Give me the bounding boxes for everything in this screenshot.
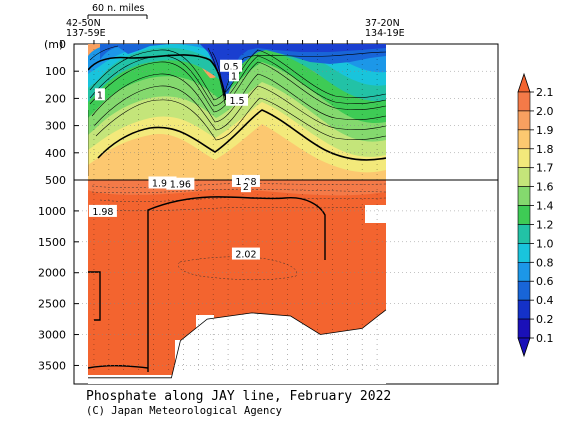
colorbar-label: 0.1: [536, 332, 554, 345]
colorbar-label: 0.2: [536, 313, 554, 326]
y-axis-unit-label: (m): [44, 38, 63, 51]
contour-label-bg: [220, 59, 243, 72]
credit-text: (C) Japan Meteorological Agency: [86, 405, 282, 417]
contour-label-bg: [94, 88, 105, 101]
colorbar-band: [517, 129, 531, 150]
y-tick-label-0: 0: [59, 38, 66, 51]
colorbar-label: 1.7: [536, 162, 554, 175]
y-tick-label-3500: 3500: [38, 359, 66, 372]
colorbar-label: 2.0: [536, 105, 554, 118]
contour-label: 1.91: [152, 178, 173, 189]
colorbar-band: [517, 91, 531, 112]
contour-label: 1: [231, 71, 237, 82]
y-tick-label-100: 100: [45, 65, 66, 78]
scale-bar-label: 60 n. miles: [92, 3, 145, 14]
contour-label: 2: [243, 182, 249, 193]
contour-label: 1.96: [170, 180, 191, 191]
y-axis: 0 100 200 300 400 500 1000 1500 2000 2500 3000 3500: [38, 38, 79, 372]
colorbar-label: 1.9: [536, 124, 554, 137]
contour-label-bg: [240, 180, 251, 193]
right-position-lon: 134-19E: [365, 28, 405, 39]
y-tick-label-2000: 2000: [38, 267, 66, 280]
colorbar-band: [517, 224, 531, 244]
colorbar-label: 1.6: [536, 181, 554, 194]
seafloor-mask: [88, 309, 386, 384]
colorbar-band: [517, 262, 531, 282]
contour-label-bg: [166, 177, 195, 190]
colorbar-band: [517, 148, 531, 168]
scale-bar: 60 n. miles: [87, 3, 148, 19]
colorbar-label: 2.1: [536, 86, 554, 99]
colorbar-bottom-arrow: [517, 337, 531, 358]
colorbar-band: [517, 243, 531, 263]
colorbar-label: 0.4: [536, 294, 554, 307]
left-position-lon: 137-59E: [66, 28, 106, 39]
contour-label: 1.98: [92, 207, 113, 218]
colorbar-band: [517, 110, 531, 131]
chart-title: Phosphate along JAY line, February 2022: [86, 389, 391, 404]
colorbar-band: [517, 318, 531, 339]
y-tick-label-200: 200: [45, 92, 66, 105]
colorbar-label: 1.8: [536, 143, 554, 156]
contour-label-bg: [88, 204, 117, 217]
colorbar: 2.1 2.0 1.9 1.8 1.7 1.6 1.4 1.2 1.0 0.8 0.6 0.4 0.2 0…: [517, 72, 554, 358]
grid-lines: [74, 70, 498, 366]
right-position-lat: 37-20N: [365, 18, 400, 29]
colorbar-band: [517, 280, 531, 301]
colorbar-label: 0.8: [536, 256, 554, 269]
colorbar-label: 1.0: [536, 237, 554, 250]
colorbar-label: 0.6: [536, 275, 554, 288]
band-1.2: [88, 44, 386, 124]
contour-label-bg: [226, 93, 248, 106]
y-tick-label-400: 400: [45, 147, 66, 160]
left-position-lat: 42-50N: [66, 18, 101, 29]
contour-label-bg: [229, 69, 240, 82]
y-tick-label-1500: 1500: [38, 236, 66, 249]
colorbar-label: 1.2: [536, 218, 554, 231]
contour-label: 1.5: [229, 96, 244, 107]
y-tick-label-3000: 3000: [38, 329, 66, 342]
y-tick-label-500: 500: [45, 174, 66, 187]
station-ticks: [93, 40, 378, 372]
colorbar-band: [517, 167, 531, 187]
contour-label-bg: [231, 247, 260, 260]
contour-label: 1: [97, 90, 103, 101]
colorbar-band: [517, 186, 531, 206]
contour-label: 2.02: [235, 250, 256, 261]
band-0.4: [100, 44, 386, 100]
y-tick-label-1000: 1000: [38, 205, 66, 218]
colorbar-top-arrow: [517, 72, 531, 93]
colorbar-label: 1.4: [536, 200, 554, 213]
contour-label: 0.5: [223, 62, 238, 73]
colorbar-band: [517, 205, 531, 225]
colorbar-band: [517, 299, 531, 320]
y-tick-label-2500: 2500: [38, 298, 66, 311]
y-tick-label-300: 300: [45, 120, 66, 133]
band-0.2: [160, 44, 386, 96]
